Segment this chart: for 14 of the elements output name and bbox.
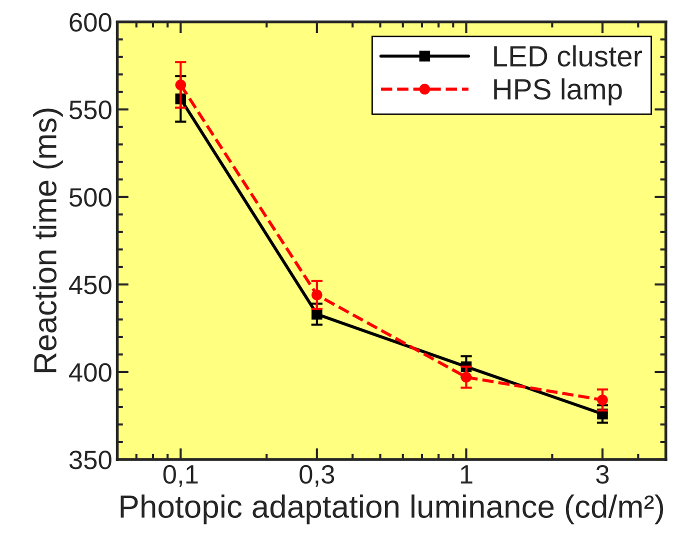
legend-label: HPS lamp xyxy=(494,78,622,106)
x-tick-label: 0,1 xyxy=(163,465,198,487)
x-tick-label: 0,3 xyxy=(300,465,334,487)
y-tick-label: 400 xyxy=(69,363,112,382)
x-tick-label: 3 xyxy=(596,465,609,484)
y-tick-label: 600 xyxy=(70,13,112,32)
y-tick-label: 500 xyxy=(69,188,112,207)
legend-label: LED cluster xyxy=(494,45,642,67)
x-axis-title: Photopic adaptation luminance (cd/m²) xyxy=(120,494,664,524)
y-tick-label: 550 xyxy=(69,100,112,120)
y-tick-label: 450 xyxy=(69,276,112,294)
y-axis-title: Reaction time (ms) xyxy=(33,108,63,372)
y-tick-label: 350 xyxy=(69,450,112,470)
x-tick-label: 1 xyxy=(460,465,472,484)
